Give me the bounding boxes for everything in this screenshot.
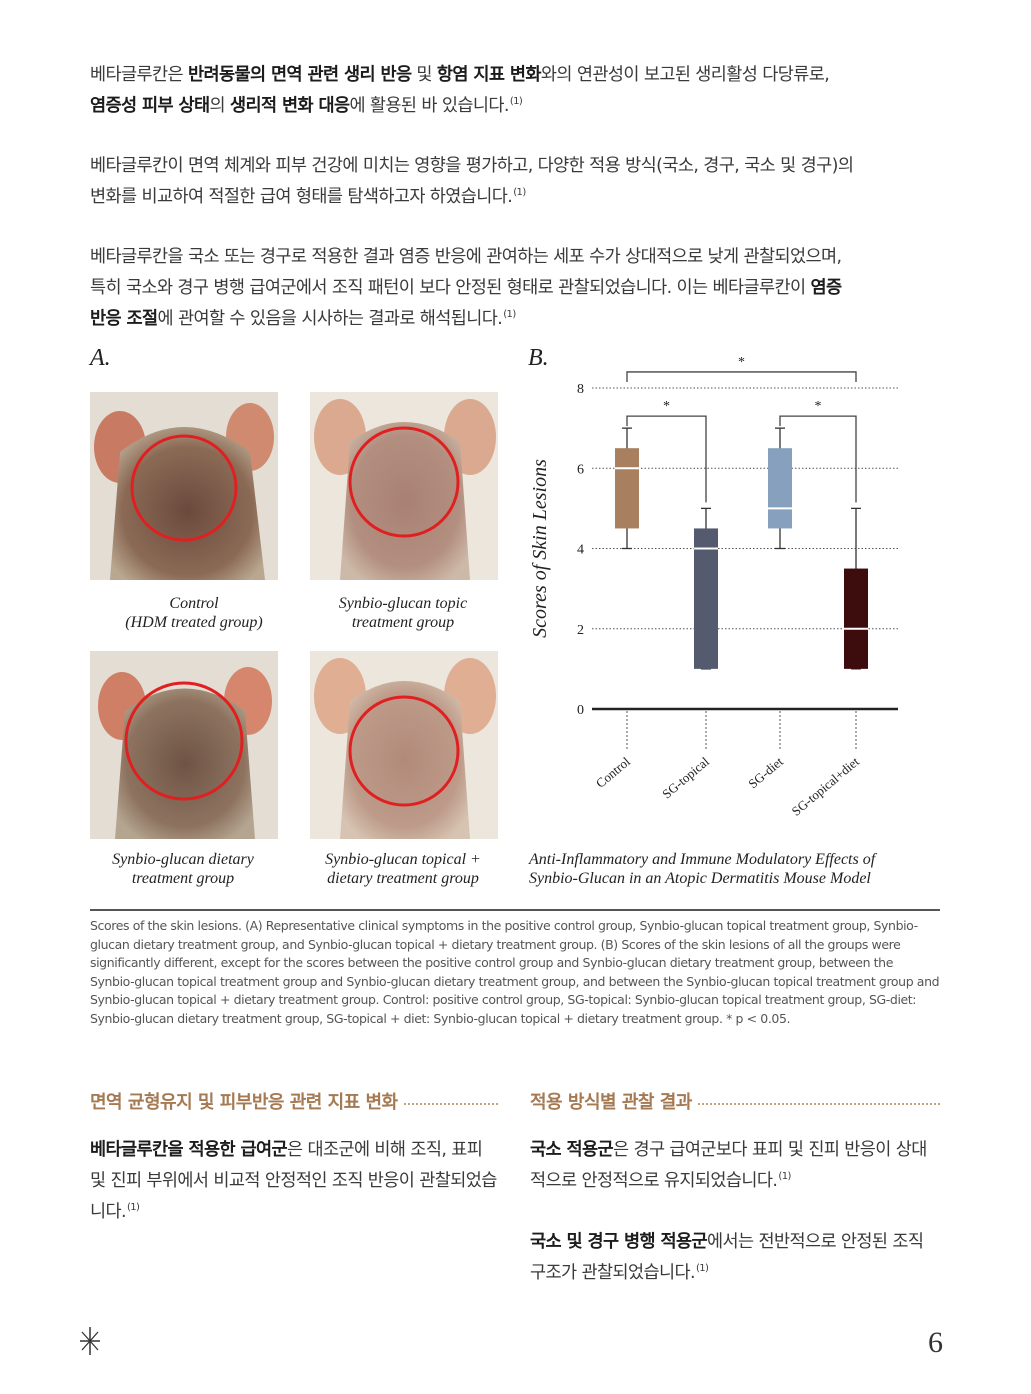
panel-label-a: A. <box>90 345 111 371</box>
y-axis-label: Scores of Skin Lesions <box>529 459 551 638</box>
mouse-photo-topical-dietary <box>310 651 498 839</box>
x-tick-label: Control <box>593 754 633 791</box>
intro-paragraph-1: 베타글루칸은 반려동물의 면역 관련 생리 반응 및 항염 지표 변화와의 연관… <box>90 65 830 116</box>
intro-paragraph-2: 베타글루칸이 면역 체계와 피부 건강에 미치는 영향을 평가하고, 다양한 적… <box>90 156 854 207</box>
x-tick-label: SG-diet <box>745 754 786 792</box>
section-right-text-1: 국소 적용군은 경구 급여군보다 표피 및 진피 반응이 상대적으로 안정적으로… <box>530 1140 927 1191</box>
intro-paragraph-3: 베타글루칸을 국소 또는 경구로 적용한 결과 염증 반응에 관여하는 세포 수… <box>90 247 842 329</box>
skin-lesion-boxplot: Scores of Skin Lesions 0 2 4 6 8 Control SG-top… <box>529 355 898 819</box>
significance-bracket <box>626 371 857 382</box>
mouse-photo-topical <box>310 392 498 580</box>
x-tick-label: SG-topical+diet <box>789 754 863 819</box>
section-title-left: 면역 균형유지 및 피부반응 관련 지표 변화 <box>90 1086 498 1116</box>
panel-label-b: B. <box>528 345 549 371</box>
chart-caption: Anti-Inflammatory and Immune Modulatory … <box>529 851 876 887</box>
section-left-text: 베타글루칸을 적용한 급여군은 대조군에 비해 조직, 표피 및 진피 부위에서… <box>90 1140 497 1222</box>
box <box>844 568 868 669</box>
y-tick-label: 6 <box>577 462 584 477</box>
mouse-photo-control <box>90 392 278 580</box>
y-tick-label: 4 <box>577 543 584 558</box>
mouse-photo-dietary <box>90 651 278 839</box>
photo-caption-topical: Synbio-glucan topic treatment group <box>338 595 468 631</box>
y-tick-label: 8 <box>577 382 584 397</box>
figure-divider <box>90 909 940 911</box>
photo-caption-control: Control (HDM treated group) <box>125 595 263 631</box>
photo-caption-dietary: Synbio-glucan dietary treatment group <box>112 851 254 887</box>
box <box>615 448 639 529</box>
significance-bracket <box>626 415 707 503</box>
box <box>694 528 718 669</box>
y-tick-label: 2 <box>577 623 584 638</box>
figure-note: Scores of the skin lesions. (A) Represen… <box>90 918 940 1026</box>
page-number: 6 <box>928 1326 943 1359</box>
x-tick-label: SG-topical <box>659 754 712 802</box>
significance-star: * <box>738 355 745 370</box>
significance-star: * <box>663 399 670 414</box>
section-right-text-2: 국소 및 경구 병행 적용군에서는 전반적으로 안정된 조직 구조가 관찰되었습… <box>530 1232 924 1283</box>
section-title-right: 적용 방식별 관찰 결과 <box>530 1086 940 1116</box>
box <box>768 448 792 529</box>
photo-caption-topical-dietary: Synbio-glucan topical + dietary treatment… <box>325 851 481 887</box>
asterisk-sparkle-icon <box>78 1326 102 1356</box>
dotted-leader <box>697 1103 940 1105</box>
significance-star: * <box>815 399 822 414</box>
dotted-leader <box>403 1103 498 1105</box>
y-tick-label: 0 <box>577 703 584 718</box>
significance-bracket <box>779 415 857 503</box>
